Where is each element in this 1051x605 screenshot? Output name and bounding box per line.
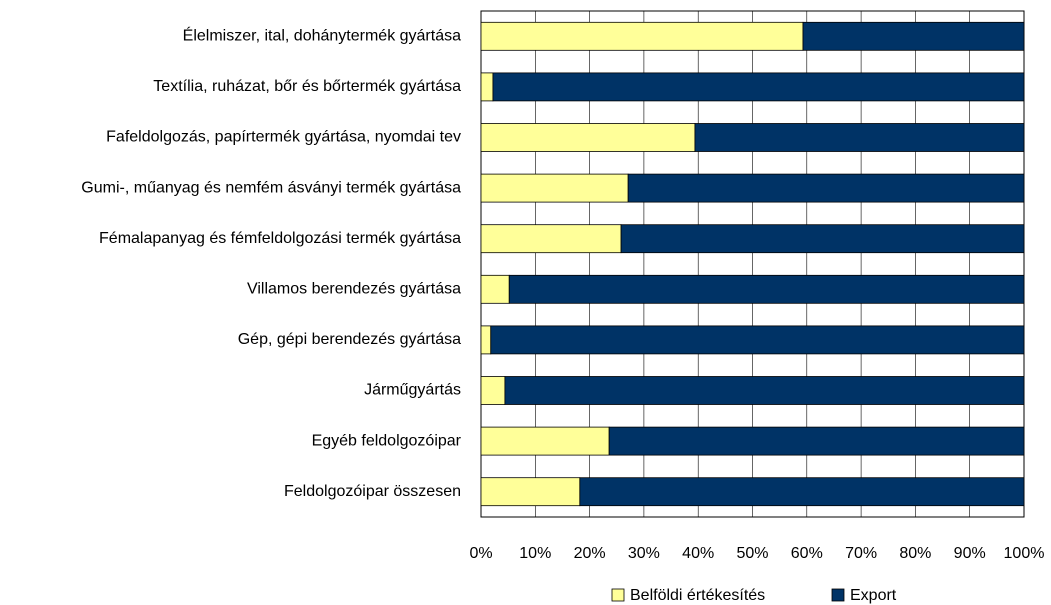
bar-segment [480, 274, 510, 304]
bar-segment [579, 477, 1025, 507]
legend-label: Export [850, 587, 897, 604]
x-tick-label: 20% [574, 545, 606, 562]
x-tick-label: 40% [682, 545, 714, 562]
x-tick-label: 60% [791, 545, 823, 562]
y-tick-label: Villamos berendezés gyártása [247, 281, 461, 298]
bar-segment [480, 72, 494, 102]
bar-segment [480, 426, 610, 456]
bar-segment [608, 426, 1025, 456]
bar-segment [480, 376, 506, 405]
y-tick-label: Feldolgozóipar összesen [284, 483, 461, 500]
bar-segment [627, 173, 1025, 203]
bar-segment [480, 325, 492, 355]
bar-segment [480, 123, 696, 152]
x-tick-label: 50% [736, 545, 768, 562]
y-tick-label: Egyéb feldolgozóipar [312, 432, 462, 449]
x-tick-label: 70% [845, 545, 877, 562]
x-tick-label: 10% [519, 545, 551, 562]
bar-segment [480, 21, 804, 51]
y-tick-label: Gép, gépi berendezés gyártása [238, 331, 461, 348]
y-tick-label: Textília, ruházat, bőr és bőrtermék gyár… [153, 78, 461, 95]
bar-segment [490, 325, 1025, 355]
y-tick-label: Fafeldolgozás, papírtermék gyártása, nyo… [106, 129, 461, 146]
x-tick-label: 80% [899, 545, 931, 562]
y-tick-label: Gumi-, műanyag és nemfém ásványi termék … [81, 179, 461, 196]
bar-segment [480, 477, 581, 507]
x-tick-label: 90% [954, 545, 986, 562]
bar-segment [694, 123, 1025, 152]
x-tick-label: 100% [1004, 545, 1045, 562]
y-tick-label: Járműgyártás [364, 382, 461, 399]
legend-label: Belföldi értékesítés [630, 587, 765, 604]
bar-segment [480, 224, 622, 254]
bar-segment [480, 173, 629, 203]
plot-frame [480, 10, 1025, 518]
bar-segment [504, 376, 1025, 405]
bar-segment [508, 274, 1025, 304]
x-tick-label: 0% [469, 545, 492, 562]
bar-segment [802, 21, 1025, 51]
bar-segment [620, 224, 1025, 254]
y-tick-label: Élelmiszer, ital, dohánytermék gyártása [183, 26, 461, 45]
y-tick-label: Fémalapanyag és fémfeldolgozási termék g… [99, 230, 461, 247]
legend-swatch [611, 588, 625, 602]
x-tick-label: 30% [628, 545, 660, 562]
legend-swatch [831, 588, 845, 602]
bar-segment [492, 72, 1025, 102]
